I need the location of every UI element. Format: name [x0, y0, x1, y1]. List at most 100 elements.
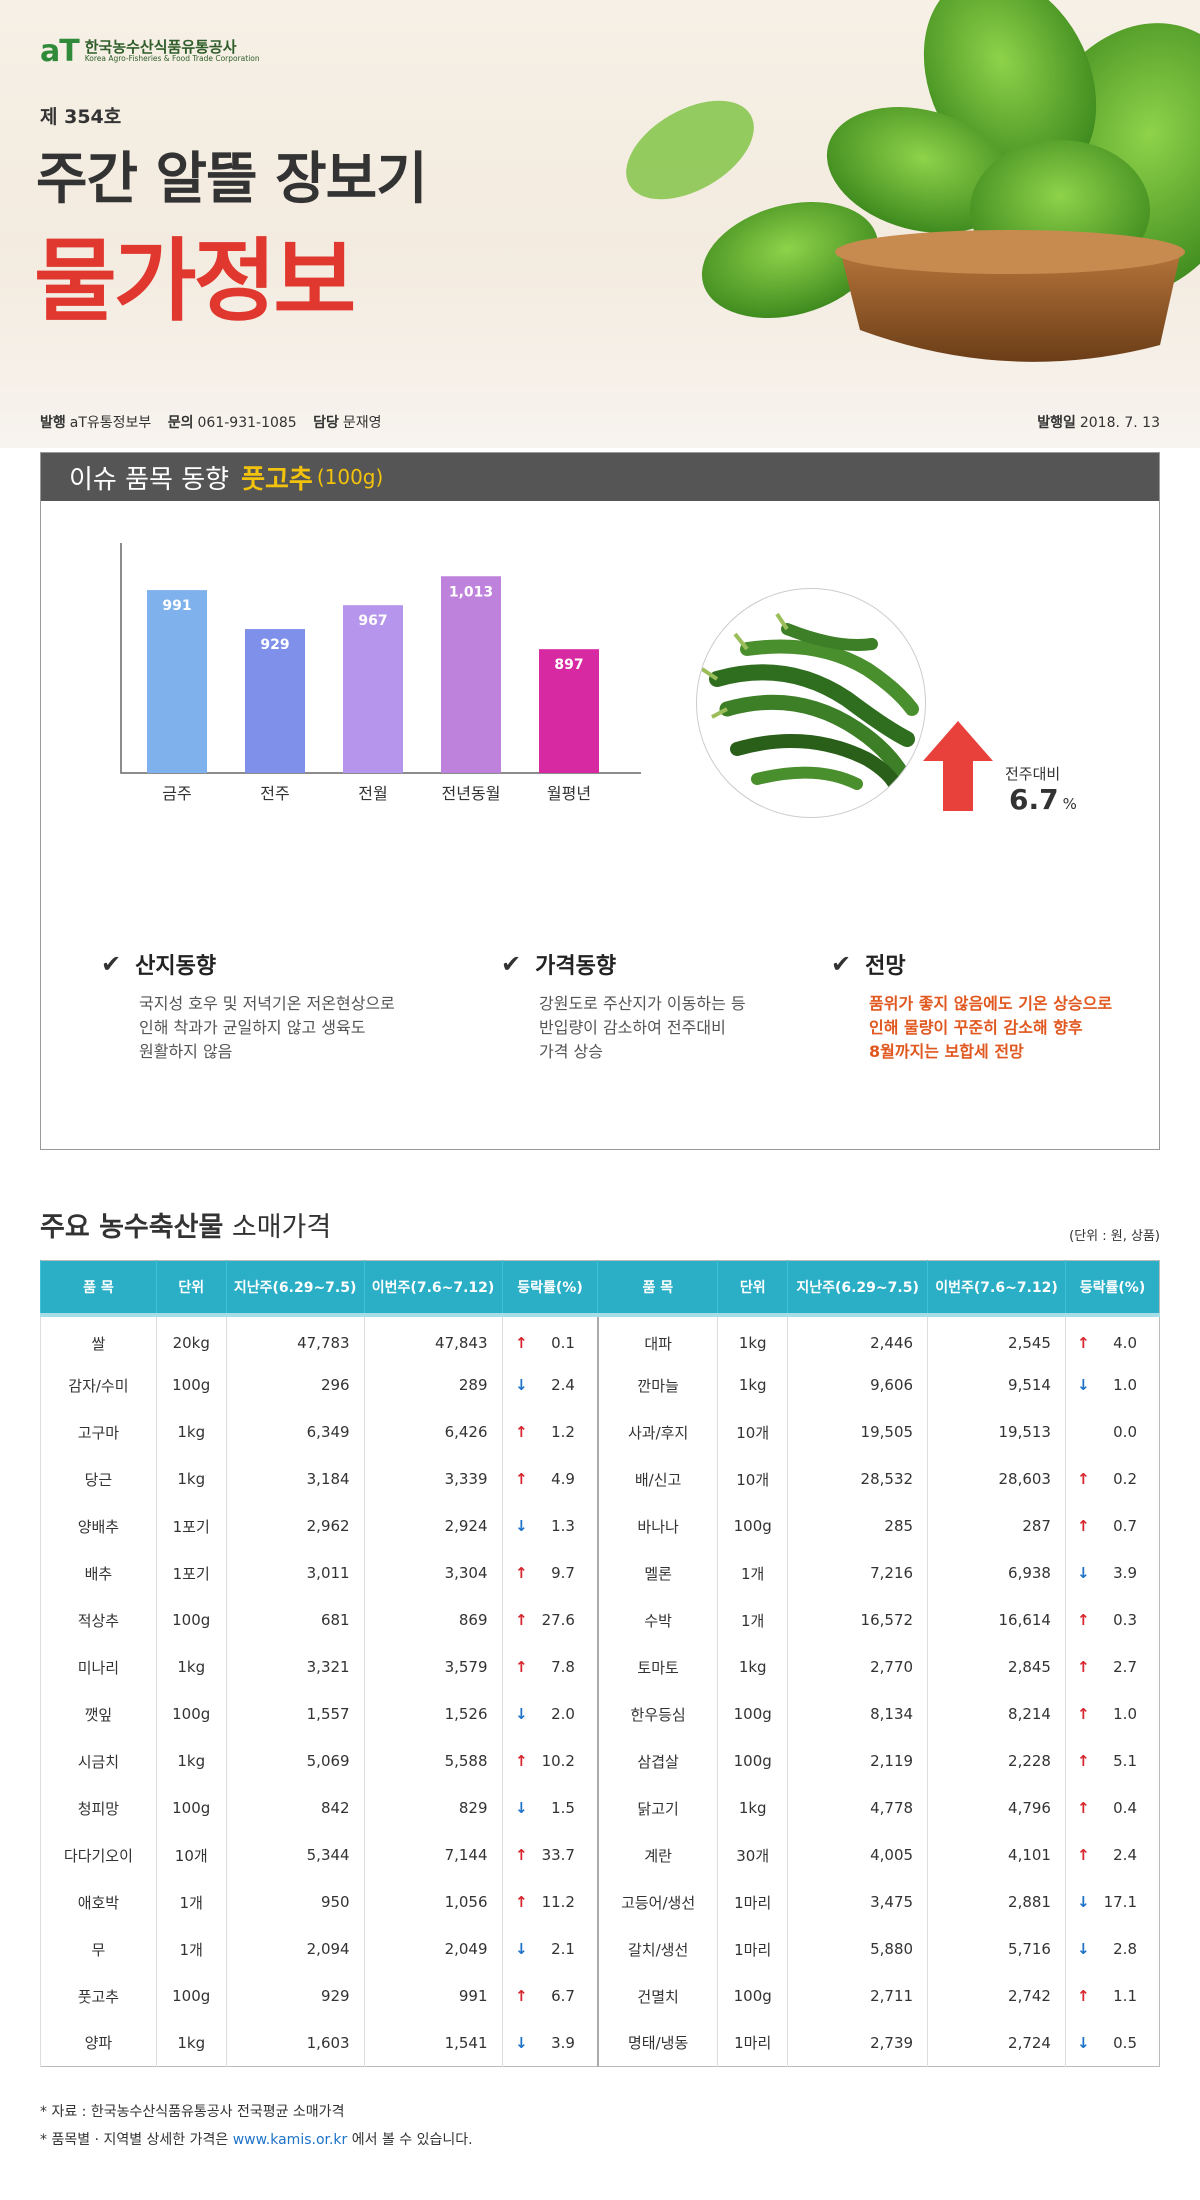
header-banner: aT 한국농수산식품유통공사 Korea Agro-Fisheries & Fo…: [0, 0, 1200, 448]
cell-unit: 1포기: [155, 1502, 227, 1550]
cell-change-rate: 0.0: [1064, 1408, 1160, 1456]
cell-this-week: 1,056: [363, 1878, 503, 1926]
cell-last-week: 842: [225, 1784, 365, 1832]
publisher-label: 발행: [40, 415, 66, 431]
cell-unit: 1마리: [717, 1878, 788, 1926]
cell-unit: 100g: [717, 1502, 788, 1550]
issue-item-unit: (100g): [316, 465, 384, 489]
col-change-rate: 등락률(%): [501, 1260, 598, 1315]
cell-last-week: 16,572: [787, 1596, 928, 1644]
cell-change-rate: ↓ 2.0: [501, 1690, 598, 1738]
change-rate-value: 2.1: [551, 1940, 575, 1958]
cell-unit: 1마리: [717, 1925, 788, 1973]
cell-item: 한우등심: [596, 1690, 718, 1738]
down-arrow-icon: ↓: [514, 1517, 528, 1535]
cell-last-week: 2,119: [787, 1737, 928, 1785]
cell-last-week: 2,094: [225, 1925, 365, 1973]
chart-bar-3: [441, 576, 501, 773]
cell-change-rate: ↑ 0.7: [1064, 1502, 1160, 1550]
table-header-row: 품 목 단위 지난주(6.29~7.5) 이번주(7.6~7.12) 등락률(%…: [40, 1260, 1160, 1315]
cell-unit: 1개: [155, 1878, 227, 1926]
cell-this-week: 28,603: [927, 1455, 1066, 1503]
note-production: ✔ 산지동향 국지성 호우 및 저녁기온 저온현상으로 인해 착과가 균일하지 않…: [101, 948, 411, 1064]
cell-unit: 1개: [717, 1596, 788, 1644]
change-rate-value: 1.0: [1113, 1376, 1137, 1394]
cell-change-rate: ↑ 2.4: [1064, 1831, 1160, 1879]
cell-unit: 1kg: [717, 1314, 788, 1362]
up-arrow-icon: ↑: [514, 1564, 528, 1582]
cell-change-rate: ↓ 2.8: [1064, 1925, 1160, 1973]
check-icon: ✔: [501, 950, 522, 978]
up-arrow-icon: ↑: [1077, 1846, 1090, 1864]
kamis-link[interactable]: www.kamis.or.kr: [232, 2132, 348, 2148]
cell-last-week: 5,880: [787, 1925, 928, 1973]
cell-change-rate: ↓ 2.1: [501, 1925, 598, 1973]
cell-item: 바나나: [596, 1502, 718, 1550]
cell-change-rate: ↑ 0.4: [1064, 1784, 1160, 1832]
cell-last-week: 5,344: [225, 1831, 365, 1879]
note-body: 강원도로 주산지가 이동하는 등 반입량이 감소하여 전주대비 가격 상승: [539, 994, 746, 1061]
cell-last-week: 1,557: [225, 1690, 365, 1738]
page-title: 주간 알뜰 장보기: [36, 147, 428, 212]
cell-change-rate: ↑ 5.1: [1064, 1737, 1160, 1785]
issue-heading: 이슈 품목 동향 풋고추 (100g): [41, 453, 1159, 501]
change-rate-value: 3.9: [1113, 1564, 1137, 1582]
cell-last-week: 3,184: [225, 1455, 365, 1503]
cell-this-week: 4,796: [927, 1784, 1066, 1832]
change-rate-value: 3.9: [551, 2033, 575, 2052]
cell-item: 쌀: [40, 1314, 157, 1362]
col-last-week: 지난주(6.29~7.5): [787, 1260, 928, 1315]
up-arrow-icon: ↑: [1077, 1470, 1090, 1488]
col-unit: 단위: [155, 1260, 227, 1315]
cell-last-week: 19,505: [787, 1408, 928, 1456]
cell-last-week: 5,069: [225, 1737, 365, 1785]
note-title: 산지동향: [135, 954, 217, 979]
table-row: 배추 1포기 3,011 3,304 ↑ 9.7 멜론 1개 7,216 6,938 ↓ 3.9: [40, 1549, 1160, 1597]
cell-item: 배추: [40, 1549, 157, 1597]
table-row: 감자/수미 100g 296 289 ↓ 2.4 깐마늘 1kg 9,606 9,514 ↓ 1.0: [40, 1361, 1160, 1409]
cell-change-rate: ↓ 17.1: [1064, 1878, 1160, 1926]
cell-item: 풋고추: [40, 1972, 157, 2020]
cell-item: 깻잎: [40, 1690, 157, 1738]
cell-this-week: 7,144: [363, 1831, 503, 1879]
cell-this-week: 3,339: [363, 1455, 503, 1503]
cell-change-rate: ↑ 27.6: [501, 1596, 598, 1644]
publisher-value: aT유통정보부: [69, 415, 152, 431]
up-arrow-icon: ↑: [1077, 1611, 1090, 1629]
cell-last-week: 950: [225, 1878, 365, 1926]
cell-change-rate: ↓ 2.4: [501, 1361, 598, 1409]
footnotes: * 자료 : 한국농수산식품유통공사 전국평균 소매가격 * 품목별 · 지역별…: [40, 2098, 473, 2154]
cell-last-week: 2,446: [787, 1314, 928, 1362]
cell-last-week: 2,739: [787, 2019, 928, 2067]
change-rate-value: 4.9: [551, 1470, 575, 1488]
cell-this-week: 5,588: [363, 1737, 503, 1785]
cell-change-rate: ↓ 3.9: [1064, 1549, 1160, 1597]
issue-item-section: 이슈 품목 동향 풋고추 (100g) 991 금주 929 전주 967 전월 1,013…: [40, 452, 1160, 1150]
table-row: 양배추 1포기 2,962 2,924 ↓ 1.3 바나나 100g 285 287 ↑ 0.7: [40, 1502, 1160, 1550]
col-change-rate: 등락률(%): [1064, 1260, 1160, 1315]
note-title: 전망: [865, 954, 906, 979]
cell-unit: 1kg: [155, 1643, 227, 1691]
change-rate-value: 1.3: [551, 1517, 575, 1535]
cell-last-week: 47,783: [225, 1314, 365, 1362]
change-rate-value: 6.7: [551, 1987, 575, 2005]
cell-item: 사과/후지: [596, 1408, 718, 1456]
chart-category-label: 전월: [358, 784, 387, 803]
cell-change-rate: ↑ 7.8: [501, 1643, 598, 1691]
table-row: 청피망 100g 842 829 ↓ 1.5 닭고기 1kg 4,778 4,796 ↑ 0.4: [40, 1784, 1160, 1832]
change-rate-value: 2.0: [551, 1705, 575, 1723]
cell-last-week: 4,005: [787, 1831, 928, 1879]
cell-item: 대파: [596, 1314, 718, 1362]
up-arrow-icon: ↑: [514, 1334, 528, 1352]
cell-change-rate: ↓ 0.5: [1064, 2019, 1160, 2067]
cell-item: 깐마늘: [596, 1361, 718, 1409]
cell-this-week: 2,881: [927, 1878, 1066, 1926]
cell-item: 미나리: [40, 1643, 157, 1691]
chart-value-label: 967: [358, 613, 387, 629]
cell-unit: 1kg: [717, 1643, 788, 1691]
change-rate-value: 2.7: [1113, 1658, 1137, 1676]
up-arrow-icon: ↑: [514, 1893, 528, 1911]
cell-item: 고구마: [40, 1408, 157, 1456]
cell-this-week: 19,513: [927, 1408, 1066, 1456]
price-section-title: 주요 농수축산물 소매가격: [40, 1212, 332, 1243]
